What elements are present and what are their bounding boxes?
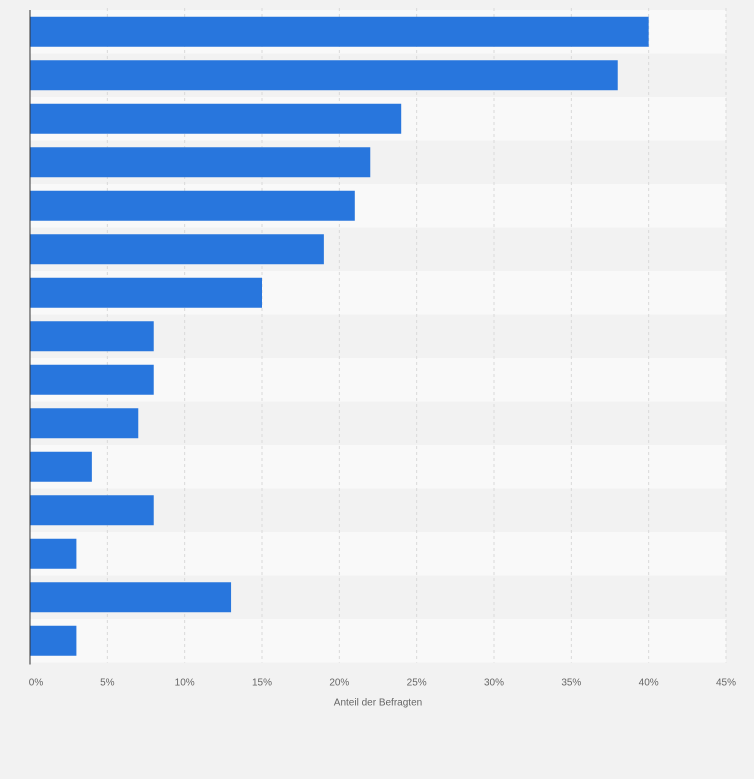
x-tick-labels: 0% 5% 10% 15% 20% 25% 30% 35% 40% 45%: [29, 678, 736, 689]
x-tick-label: 45%: [716, 678, 736, 689]
bar: [30, 277, 262, 308]
bar: [30, 582, 232, 613]
bar: [30, 190, 355, 221]
bar: [30, 234, 324, 265]
bars: [30, 16, 649, 656]
bar: [30, 408, 139, 439]
row-band: [30, 445, 726, 489]
x-tick-label: 25%: [407, 678, 427, 689]
bar: [30, 625, 77, 656]
x-axis-title: Anteil der Befragten: [334, 698, 422, 709]
bar: [30, 147, 371, 178]
bar: [30, 495, 154, 526]
bar: [30, 364, 154, 395]
x-tick-label: 30%: [484, 678, 504, 689]
row-band: [30, 619, 726, 663]
x-tick-label: 20%: [329, 678, 349, 689]
x-tick-label: 15%: [252, 678, 272, 689]
row-band: [30, 532, 726, 576]
x-tick-label: 5%: [100, 678, 115, 689]
x-tick-label: 0%: [29, 678, 44, 689]
bar: [30, 451, 92, 482]
row-band: [30, 401, 726, 445]
bar: [30, 103, 402, 134]
bar: [30, 60, 618, 91]
bar: [30, 321, 154, 352]
x-tick-label: 40%: [639, 678, 659, 689]
bar: [30, 538, 77, 569]
x-tick-label: 35%: [561, 678, 581, 689]
bar: [30, 16, 649, 47]
x-tick-label: 10%: [175, 678, 195, 689]
